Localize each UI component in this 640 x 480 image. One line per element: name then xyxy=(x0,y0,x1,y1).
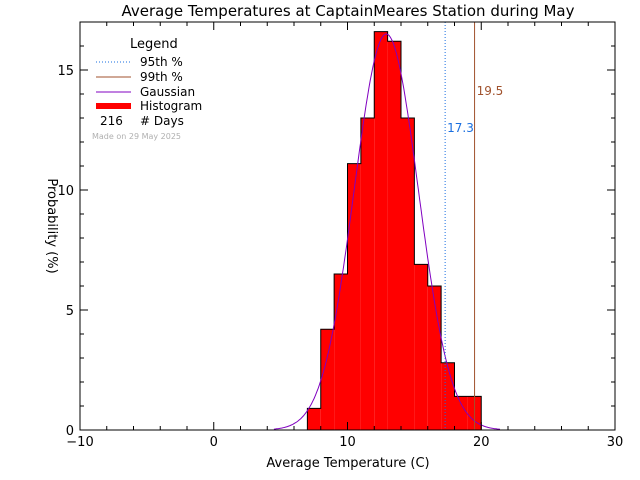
histogram-bar xyxy=(374,31,388,430)
percentile-99-label: 19.5 xyxy=(477,84,504,98)
y-axis-ticks: 0 5 10 15 xyxy=(57,21,615,439)
legend-label-99th: 99th % xyxy=(140,70,183,84)
histogram-bar xyxy=(360,118,375,430)
histogram-bar xyxy=(454,396,468,430)
gaussian-curve xyxy=(273,33,501,430)
y-tick-label: 5 xyxy=(66,304,74,319)
gaussian-line xyxy=(273,33,501,430)
x-axis-ticks: −10 0 10 20 30 xyxy=(66,22,623,450)
y-tick-label: 15 xyxy=(57,64,74,79)
histogram-bar xyxy=(387,41,401,430)
legend-days-label: # Days xyxy=(140,114,184,128)
histogram-bar xyxy=(414,264,428,430)
legend-days-count: 216 xyxy=(100,114,123,128)
histogram-bar xyxy=(441,362,455,430)
histogram-bar xyxy=(320,329,335,430)
y-axis-label: Probability (%) xyxy=(44,178,59,273)
made-on-note: Made on 29 May 2025 xyxy=(92,132,181,141)
y-tick-label: 0 xyxy=(66,424,74,439)
histogram-bar xyxy=(334,274,348,430)
chart-title: Average Temperatures at CaptainMeares St… xyxy=(121,2,574,20)
x-tick-label: 30 xyxy=(607,435,624,450)
legend-title: Legend xyxy=(130,37,178,52)
histogram-bar xyxy=(401,118,415,430)
percentile-lines: 17.3 19.5 xyxy=(444,22,504,430)
histogram-bars xyxy=(306,31,482,430)
legend-label-histogram: Histogram xyxy=(140,99,202,113)
histogram-outline xyxy=(306,31,482,430)
x-axis-label: Average Temperature (C) xyxy=(266,456,429,471)
histogram-bar xyxy=(307,408,321,430)
x-tick-label: 20 xyxy=(473,435,490,450)
x-tick-label: 10 xyxy=(339,435,356,450)
x-tick-label: 0 xyxy=(210,435,218,450)
histogram-bar xyxy=(347,163,361,430)
legend-label-95th: 95th % xyxy=(140,55,183,69)
legend: Legend 95th % 99th % Gaussian Histogram … xyxy=(92,37,202,141)
x-tick-label: −10 xyxy=(66,435,93,450)
percentile-95-label: 17.3 xyxy=(447,121,474,135)
histogram-bar xyxy=(427,286,442,430)
legend-label-gaussian: Gaussian xyxy=(140,85,195,99)
y-tick-label: 10 xyxy=(57,184,74,199)
